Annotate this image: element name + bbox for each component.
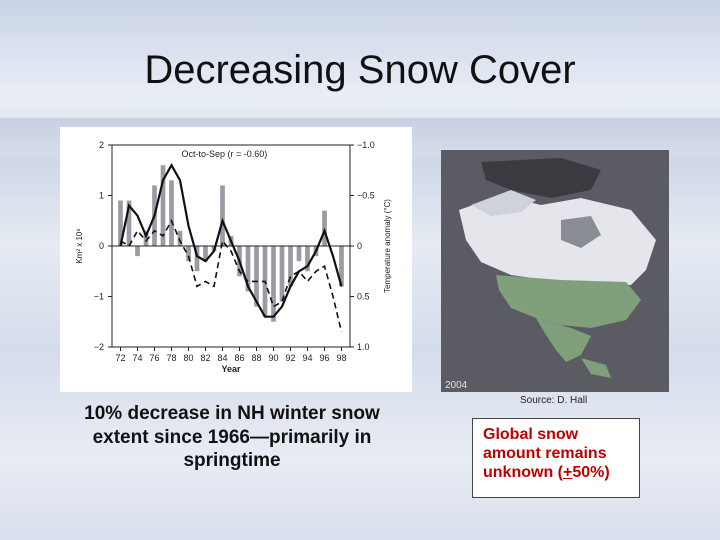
source-credit: Source: D. Hall bbox=[520, 395, 588, 406]
callout-line-2: amount remains bbox=[483, 445, 607, 462]
x-axis-label: Year bbox=[221, 364, 241, 374]
snow-map-svg: 2004 bbox=[441, 150, 669, 392]
x-tick-label: 80 bbox=[183, 353, 193, 363]
x-tick-label: 76 bbox=[149, 353, 159, 363]
right-tick-label: 0 bbox=[357, 241, 362, 251]
map-year: 2004 bbox=[445, 380, 468, 391]
x-tick-label: 86 bbox=[234, 353, 244, 363]
bar-1977 bbox=[160, 165, 166, 246]
x-tick-label: 78 bbox=[166, 353, 176, 363]
bar-1998 bbox=[339, 246, 344, 287]
right-tick-label: −0.5 bbox=[357, 191, 375, 201]
x-tick-label: 96 bbox=[319, 353, 329, 363]
y-tick-label: −2 bbox=[94, 342, 104, 352]
x-tick-label: 94 bbox=[302, 353, 312, 363]
bar-1988 bbox=[254, 246, 259, 307]
x-tick-label: 72 bbox=[115, 353, 125, 363]
bar-1973 bbox=[126, 200, 132, 246]
right-tick-label: 1.0 bbox=[357, 342, 370, 352]
correlation-annotation: Oct-to-Sep (r = -0.60) bbox=[182, 149, 268, 159]
x-tick-label: 90 bbox=[268, 353, 278, 363]
right-tick-label: −1.0 bbox=[357, 140, 375, 150]
bar-1972 bbox=[118, 200, 123, 246]
bar-1974 bbox=[135, 246, 140, 257]
x-tick-label: 98 bbox=[336, 353, 346, 363]
bar-1978 bbox=[169, 180, 174, 246]
x-tick-label: 82 bbox=[200, 353, 210, 363]
global-snow-callout: Global snow amount remains unknown (+50%… bbox=[472, 418, 640, 498]
right-tick-label: 0.5 bbox=[357, 292, 370, 302]
bar-1980 bbox=[186, 246, 191, 262]
bar-1993 bbox=[296, 246, 302, 262]
slide-title: Decreasing Snow Cover bbox=[144, 48, 576, 92]
x-tick-label: 74 bbox=[132, 353, 142, 363]
bar-1991 bbox=[279, 246, 285, 302]
callout-line-3b: 50%) bbox=[572, 464, 610, 481]
bar-1994 bbox=[305, 246, 310, 272]
snow-chart: 2 1 0 −1 −2 −1.0 −0.5 0 0.5 1.0 72 74 76 78 80 82 84 86 88… bbox=[60, 127, 412, 392]
y-tick-label: 0 bbox=[99, 241, 104, 251]
solid-line-series bbox=[119, 162, 343, 318]
bar-1982 bbox=[203, 246, 208, 262]
snow-map: 2004 bbox=[441, 150, 669, 392]
dashed-line-series bbox=[120, 218, 343, 333]
callout-line-3a: unknown ( bbox=[483, 464, 563, 481]
y-axis-label-right: Temperature anomaly (°C) bbox=[383, 199, 392, 293]
bar-1984 bbox=[220, 185, 225, 246]
callout-line-3: unknown (+50%) bbox=[483, 463, 639, 482]
callout-line-1: Global snow bbox=[483, 426, 579, 443]
bar-1981 bbox=[194, 246, 200, 272]
y-axis-label-left: Km² x 10⁶ bbox=[75, 228, 84, 263]
plus-minus: + bbox=[562, 464, 573, 481]
x-tick-label: 84 bbox=[217, 353, 227, 363]
y-tick-label: 1 bbox=[99, 191, 104, 201]
bar-1987 bbox=[245, 246, 251, 292]
x-tick-label: 88 bbox=[251, 353, 261, 363]
x-tick-label: 92 bbox=[285, 353, 295, 363]
bar-1992 bbox=[288, 246, 293, 287]
y-tick-label: −1 bbox=[94, 292, 104, 302]
bar-1990 bbox=[271, 246, 276, 322]
snow-chart-svg: 2 1 0 −1 −2 −1.0 −0.5 0 0.5 1.0 72 74 76 78 80 82 84 86 88… bbox=[75, 140, 392, 374]
bar-1979 bbox=[177, 230, 183, 246]
left-caption: 10% decrease in NH winter snow extent si… bbox=[84, 403, 380, 471]
y-tick-label: 2 bbox=[99, 140, 104, 150]
